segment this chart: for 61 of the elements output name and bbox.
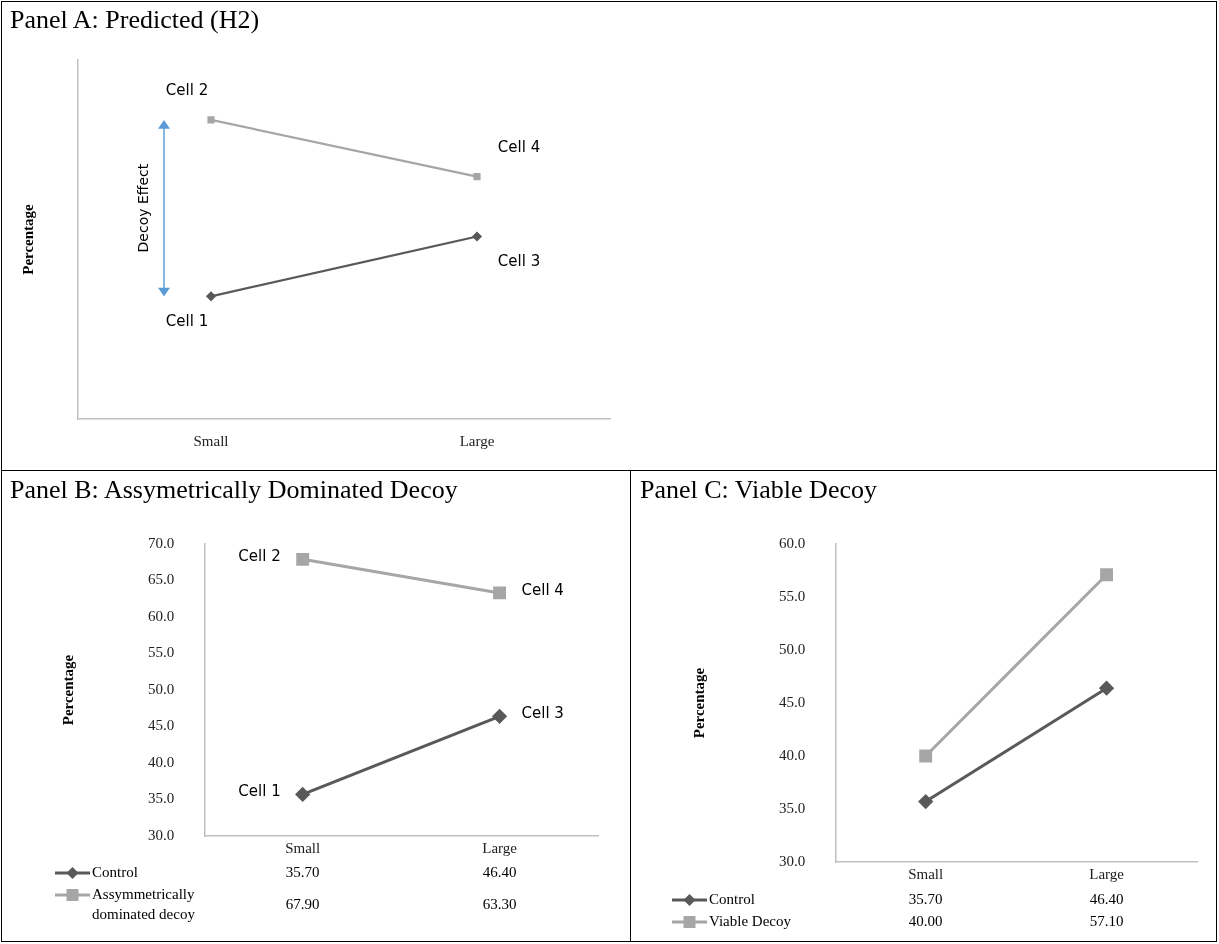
y-axis-title: Percentage — [59, 654, 76, 726]
annotation: Cell 3 — [497, 252, 541, 271]
x-tick-label: Small — [285, 839, 321, 856]
y-tick-label: 35.0 — [148, 790, 175, 807]
x-tick-label: Large — [482, 839, 518, 856]
point — [1100, 568, 1114, 582]
point — [473, 173, 481, 181]
chart-title: Panel A: Predicted (H2) — [10, 5, 260, 35]
annotation: Decoy Effect — [135, 163, 152, 253]
annotation: Cell 4 — [521, 580, 564, 599]
data-label: 46.40 — [482, 863, 517, 880]
y-tick-label: 50.0 — [779, 640, 806, 657]
y-tick-label: 70.0 — [148, 534, 175, 551]
y-tick-label: 40.0 — [779, 746, 806, 763]
data-label: 63.30 — [482, 895, 517, 912]
legend-label: Control — [92, 863, 138, 880]
chart-title: Panel B: Assymetrically Dominated Decoy — [10, 475, 458, 505]
y-tick-label: 45.0 — [779, 693, 806, 710]
point — [1099, 681, 1114, 696]
data-label: 67.90 — [285, 895, 320, 912]
annotation: Cell 4 — [497, 137, 541, 156]
data-label: 40.00 — [908, 912, 943, 929]
annotation: Cell 2 — [165, 80, 209, 99]
legend-label: Viable Decoy — [709, 912, 792, 929]
y-tick-label: 65.0 — [148, 571, 175, 588]
y-tick-label: 55.0 — [148, 644, 175, 661]
point — [296, 552, 310, 566]
annotation: Cell 1 — [238, 782, 281, 801]
chart-title: Panel C: Viable Decoy — [640, 475, 877, 505]
point — [919, 749, 933, 763]
point — [207, 116, 215, 124]
y-axis-title: Percentage — [19, 203, 36, 275]
legend-label: Control — [709, 890, 755, 907]
data-label: 46.40 — [1089, 890, 1124, 907]
y-tick-label: 60.0 — [779, 534, 806, 551]
point — [493, 586, 507, 600]
x-tick-label: Small — [908, 865, 944, 882]
point — [295, 787, 310, 802]
x-tick-label: Large — [459, 432, 495, 449]
y-tick-label: 45.0 — [148, 717, 175, 734]
y-tick-label: 55.0 — [779, 587, 806, 604]
y-tick-label: 50.0 — [148, 680, 175, 697]
y-axis-title: Percentage — [690, 667, 707, 739]
legend-label: Assymmetrically dominated decoy — [92, 885, 196, 922]
annotation: Cell 2 — [238, 547, 281, 566]
point — [206, 291, 216, 301]
x-tick-label: Large — [1089, 865, 1125, 882]
annotation: Cell 3 — [521, 704, 564, 723]
y-tick-label: 60.0 — [148, 607, 175, 624]
point — [492, 709, 507, 724]
data-label: 35.70 — [285, 863, 320, 880]
annotation: Cell 1 — [165, 312, 209, 331]
y-tick-label: 40.0 — [148, 753, 175, 770]
data-label: 35.70 — [908, 890, 943, 907]
data-label: 57.10 — [1089, 912, 1124, 929]
point — [472, 231, 482, 242]
y-tick-label: 35.0 — [779, 799, 806, 816]
x-tick-label: Small — [193, 432, 229, 449]
y-tick-label: 30.0 — [148, 826, 175, 843]
point — [918, 794, 933, 809]
y-tick-label: 30.0 — [779, 852, 806, 869]
